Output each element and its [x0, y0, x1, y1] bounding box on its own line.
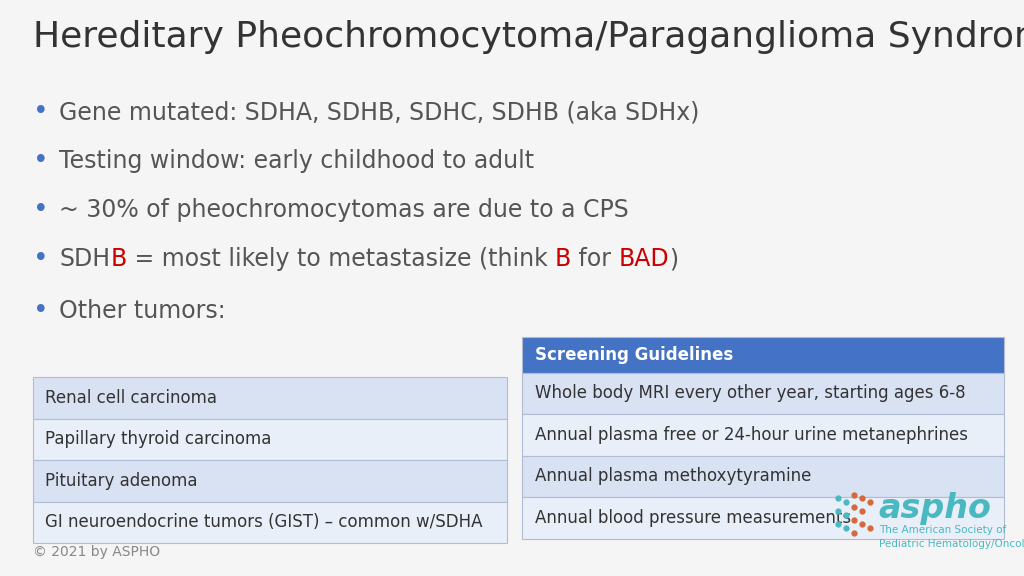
Text: The American Society of
Pediatric Hematology/Oncology: The American Society of Pediatric Hemato…: [879, 525, 1024, 549]
Text: Screening Guidelines: Screening Guidelines: [535, 346, 733, 364]
Text: Renal cell carcinoma: Renal cell carcinoma: [45, 389, 217, 407]
Text: Annual blood pressure measurements: Annual blood pressure measurements: [535, 509, 851, 527]
Text: = most likely to metastasize (think: = most likely to metastasize (think: [127, 247, 555, 271]
Text: for: for: [571, 247, 618, 271]
FancyBboxPatch shape: [33, 377, 507, 419]
FancyBboxPatch shape: [33, 502, 507, 543]
FancyBboxPatch shape: [33, 460, 507, 502]
Text: B: B: [555, 247, 571, 271]
Text: © 2021 by ASPHO: © 2021 by ASPHO: [33, 545, 160, 559]
Text: BAD: BAD: [618, 247, 670, 271]
FancyBboxPatch shape: [33, 419, 507, 460]
Text: B: B: [111, 247, 127, 271]
Text: •: •: [33, 246, 48, 272]
FancyBboxPatch shape: [522, 414, 1004, 456]
FancyBboxPatch shape: [522, 337, 1004, 373]
Text: ~ 30% of pheochromocytomas are due to a CPS: ~ 30% of pheochromocytomas are due to a …: [59, 198, 629, 222]
Text: Annual plasma methoxytyramine: Annual plasma methoxytyramine: [535, 467, 811, 486]
Text: Gene mutated: SDHA, SDHB, SDHC, SDHB (aka SDHx): Gene mutated: SDHA, SDHB, SDHC, SDHB (ak…: [59, 100, 699, 124]
FancyBboxPatch shape: [522, 456, 1004, 497]
FancyBboxPatch shape: [522, 497, 1004, 539]
Text: SDH: SDH: [59, 247, 111, 271]
Text: Pituitary adenoma: Pituitary adenoma: [45, 472, 198, 490]
FancyBboxPatch shape: [522, 373, 1004, 414]
Text: •: •: [33, 99, 48, 126]
Text: Papillary thyroid carcinoma: Papillary thyroid carcinoma: [45, 430, 271, 449]
Text: Hereditary Pheochromocytoma/Paraganglioma Syndrome: Hereditary Pheochromocytoma/Paragangliom…: [33, 20, 1024, 54]
Text: Annual plasma free or 24-hour urine metanephrines: Annual plasma free or 24-hour urine meta…: [535, 426, 968, 444]
Text: •: •: [33, 197, 48, 223]
Text: GI neuroendocrine tumors (GIST) – common w/SDHA: GI neuroendocrine tumors (GIST) – common…: [45, 513, 482, 532]
Text: •: •: [33, 298, 48, 324]
Text: Other tumors:: Other tumors:: [59, 299, 226, 323]
Text: Testing window: early childhood to adult: Testing window: early childhood to adult: [59, 149, 535, 173]
Text: Whole body MRI every other year, starting ages 6-8: Whole body MRI every other year, startin…: [535, 384, 966, 403]
Text: •: •: [33, 148, 48, 175]
Text: ): ): [670, 247, 679, 271]
Text: aspho: aspho: [879, 491, 991, 525]
